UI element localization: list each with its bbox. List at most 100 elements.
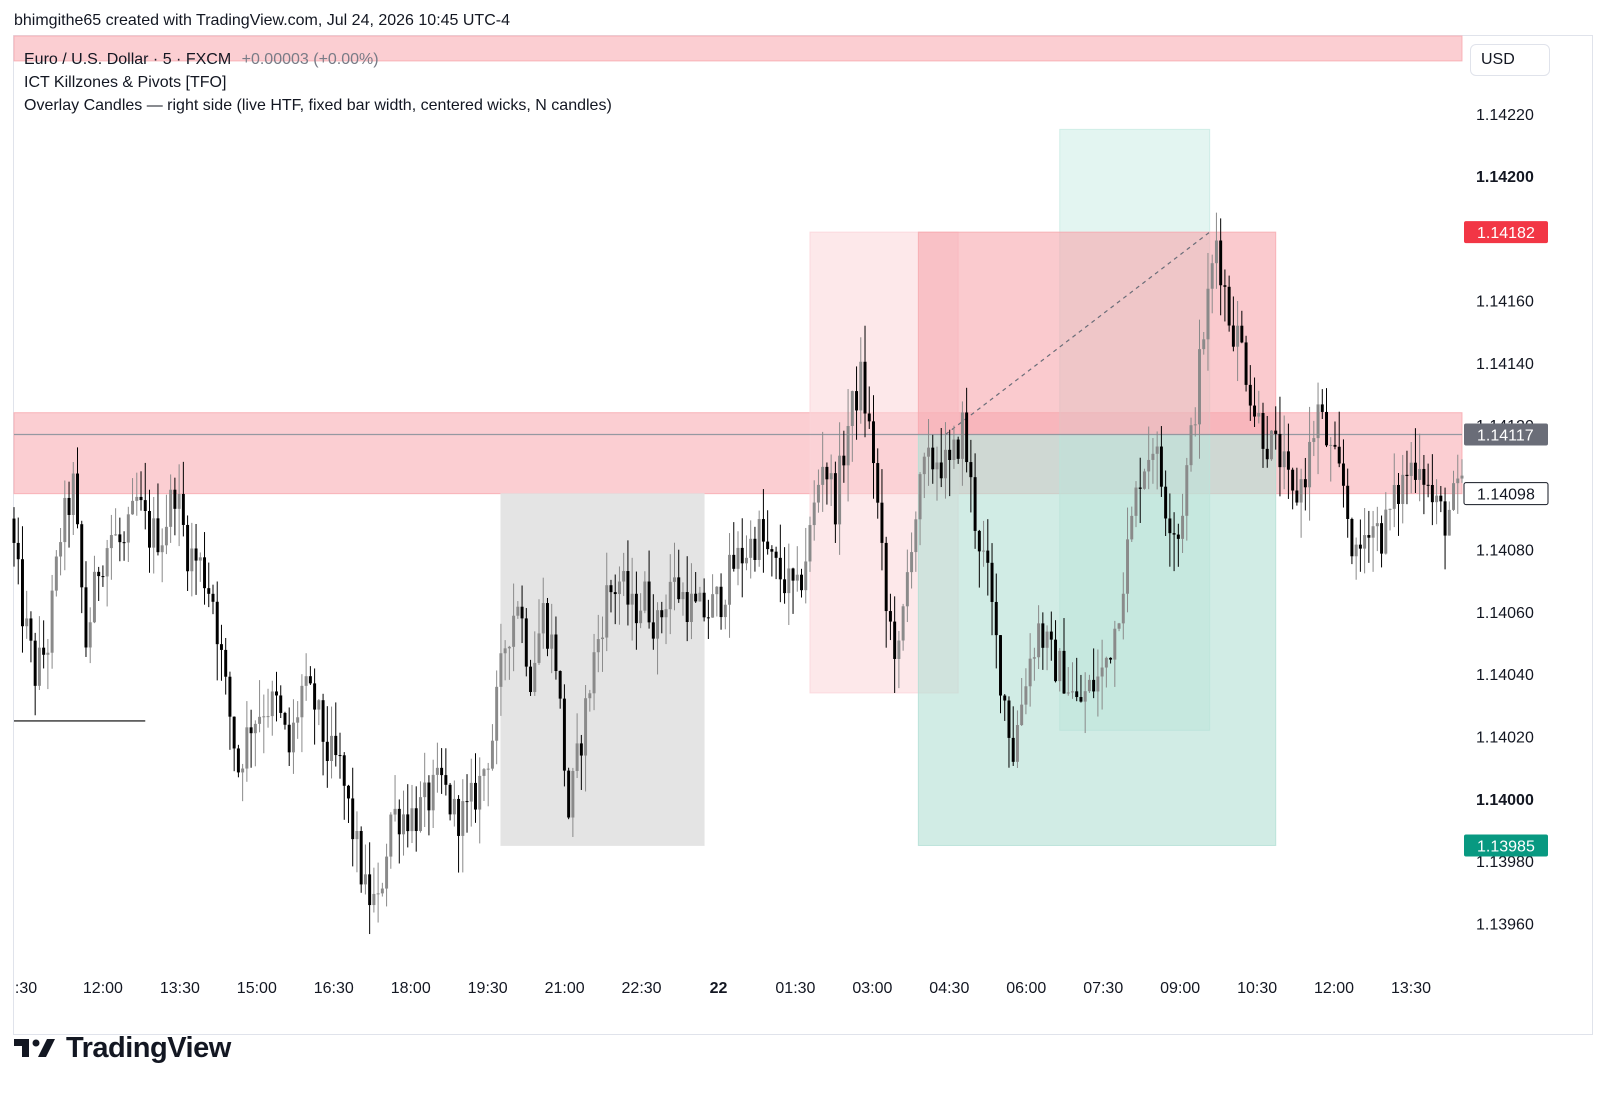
- candle-body[interactable]: [173, 489, 177, 509]
- candle-body[interactable]: [1418, 468, 1422, 480]
- candle-body[interactable]: [1015, 725, 1019, 762]
- candle-body[interactable]: [1447, 509, 1451, 536]
- candle-body[interactable]: [50, 590, 54, 653]
- candle-body[interactable]: [1032, 657, 1036, 659]
- candle-body[interactable]: [982, 550, 986, 552]
- candle-body[interactable]: [164, 526, 168, 546]
- candle-body[interactable]: [1456, 478, 1460, 484]
- candle-body[interactable]: [681, 592, 685, 600]
- candle-body[interactable]: [1083, 691, 1087, 702]
- candle-body[interactable]: [427, 782, 431, 811]
- candle-body[interactable]: [812, 502, 816, 526]
- candle-body[interactable]: [711, 594, 715, 618]
- candle-body[interactable]: [181, 493, 185, 525]
- candle-body[interactable]: [791, 568, 795, 581]
- indicator-killzones[interactable]: ICT Killzones & Pivots [TFO]: [24, 74, 227, 91]
- candle-body[interactable]: [1312, 438, 1316, 442]
- candle-body[interactable]: [1426, 484, 1430, 486]
- candle-body[interactable]: [308, 676, 312, 684]
- candle-body[interactable]: [647, 581, 651, 623]
- candle-body[interactable]: [842, 455, 846, 466]
- candle-body[interactable]: [931, 447, 935, 470]
- candle-body[interactable]: [1443, 501, 1447, 536]
- candle-body[interactable]: [118, 534, 122, 543]
- candle-body[interactable]: [927, 447, 931, 457]
- candle-body[interactable]: [770, 549, 774, 552]
- candle-body[interactable]: [465, 801, 469, 803]
- candle-body[interactable]: [529, 666, 533, 693]
- candle-body[interactable]: [334, 735, 338, 756]
- candle-body[interactable]: [660, 610, 664, 618]
- candle-body[interactable]: [728, 554, 732, 605]
- candle-body[interactable]: [1164, 486, 1168, 519]
- candle-body[interactable]: [1380, 523, 1384, 554]
- candle-body[interactable]: [135, 496, 139, 501]
- candle-body[interactable]: [1041, 623, 1045, 648]
- candle-body[interactable]: [977, 530, 981, 552]
- candle-body[interactable]: [1003, 695, 1007, 701]
- candle-body[interactable]: [939, 462, 943, 479]
- candle-body[interactable]: [1363, 535, 1367, 549]
- candle-body[interactable]: [1384, 509, 1388, 554]
- candle-body[interactable]: [389, 814, 393, 857]
- candle-body[interactable]: [109, 535, 113, 549]
- candle-body[interactable]: [512, 615, 516, 647]
- candle-body[interactable]: [469, 782, 473, 802]
- candle-body[interactable]: [1130, 515, 1134, 540]
- top-band[interactable]: [13, 35, 1463, 62]
- candle-body[interactable]: [474, 782, 477, 810]
- candle-body[interactable]: [397, 808, 401, 835]
- candle-body[interactable]: [715, 586, 719, 595]
- candle-body[interactable]: [778, 557, 782, 580]
- candle-body[interactable]: [1126, 539, 1130, 594]
- candle-body[interactable]: [452, 798, 456, 815]
- candle-body[interactable]: [1392, 484, 1396, 509]
- candle-body[interactable]: [368, 874, 372, 906]
- target-zone[interactable]: [917, 434, 1277, 846]
- candle-body[interactable]: [1109, 657, 1113, 660]
- candle-body[interactable]: [1375, 523, 1379, 527]
- candle-body[interactable]: [20, 559, 24, 627]
- candle-body[interactable]: [1253, 405, 1257, 417]
- candle-body[interactable]: [719, 586, 723, 618]
- candle-body[interactable]: [418, 797, 422, 832]
- indicator-overlay-candles[interactable]: Overlay Candles — right side (live HTF, …: [24, 97, 612, 114]
- candle-body[interactable]: [622, 571, 626, 582]
- candle-body[interactable]: [990, 562, 994, 602]
- candle-body[interactable]: [1092, 679, 1096, 692]
- candle-body[interactable]: [787, 568, 791, 594]
- candle-body[interactable]: [490, 740, 494, 769]
- candle-body[interactable]: [1248, 384, 1252, 406]
- candle-body[interactable]: [905, 572, 909, 607]
- candle-body[interactable]: [1058, 650, 1062, 682]
- candle-body[interactable]: [393, 808, 397, 815]
- candle-body[interactable]: [376, 893, 380, 895]
- candle-body[interactable]: [601, 637, 604, 640]
- candle-body[interactable]: [800, 574, 803, 591]
- candle-body[interactable]: [969, 462, 973, 478]
- candle-body[interactable]: [478, 775, 482, 810]
- candle-body[interactable]: [1430, 484, 1434, 503]
- candle-body[interactable]: [986, 550, 990, 563]
- candle-body[interactable]: [1193, 424, 1197, 426]
- candle-body[interactable]: [97, 571, 101, 577]
- candle-body[interactable]: [414, 808, 418, 832]
- candle-body[interactable]: [516, 606, 520, 616]
- candle-body[interactable]: [1227, 286, 1231, 326]
- candle-body[interactable]: [224, 649, 228, 677]
- candle-body[interactable]: [1147, 459, 1151, 472]
- candle-body[interactable]: [1104, 657, 1108, 668]
- candle-body[interactable]: [253, 723, 257, 734]
- candle-body[interactable]: [1371, 526, 1375, 538]
- candle-body[interactable]: [457, 798, 461, 836]
- candle-body[interactable]: [816, 484, 820, 503]
- candle-body[interactable]: [1151, 453, 1155, 460]
- candle-body[interactable]: [440, 767, 444, 776]
- candle-body[interactable]: [1295, 490, 1299, 503]
- candle-body[interactable]: [1291, 469, 1295, 491]
- candle-body[interactable]: [524, 618, 528, 667]
- candle-body[interactable]: [567, 770, 571, 818]
- candle-body[interactable]: [122, 542, 126, 544]
- candle-body[interactable]: [37, 647, 41, 686]
- candle-body[interactable]: [1087, 679, 1091, 692]
